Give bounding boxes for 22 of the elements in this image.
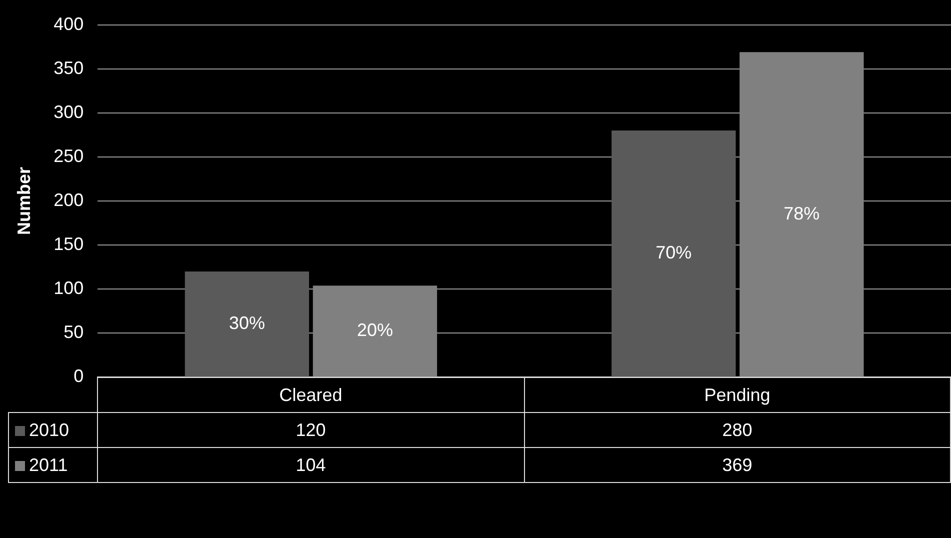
- data-label: 120: [98, 412, 524, 448]
- annotation: 78%: [784, 203, 820, 224]
- y-tick-label: 300: [54, 102, 84, 122]
- annotation: 30%: [228, 313, 265, 334]
- y-tick-label: 0: [74, 366, 84, 386]
- x-tick-label: Pending: [524, 378, 950, 413]
- data-label: 369: [524, 448, 950, 483]
- data-label: 280: [524, 412, 950, 448]
- annotation: 20%: [356, 320, 393, 340]
- y-axis-title: Number: [14, 166, 34, 236]
- y-tick-label: 50: [64, 322, 84, 342]
- y-tick-label: 150: [54, 234, 84, 254]
- legend-label: 2010: [8, 412, 98, 448]
- legend-label: 2011: [8, 448, 98, 483]
- x-tick-label: Cleared: [98, 378, 524, 413]
- y-tick-label: 100: [54, 278, 84, 298]
- y-tick-label: 400: [54, 14, 84, 34]
- y-tick-label: 200: [54, 190, 84, 210]
- annotation: 70%: [656, 242, 692, 263]
- y-tick-label: 250: [54, 146, 84, 166]
- y-tick-label: 350: [54, 58, 84, 78]
- data-label: 104: [98, 448, 524, 483]
